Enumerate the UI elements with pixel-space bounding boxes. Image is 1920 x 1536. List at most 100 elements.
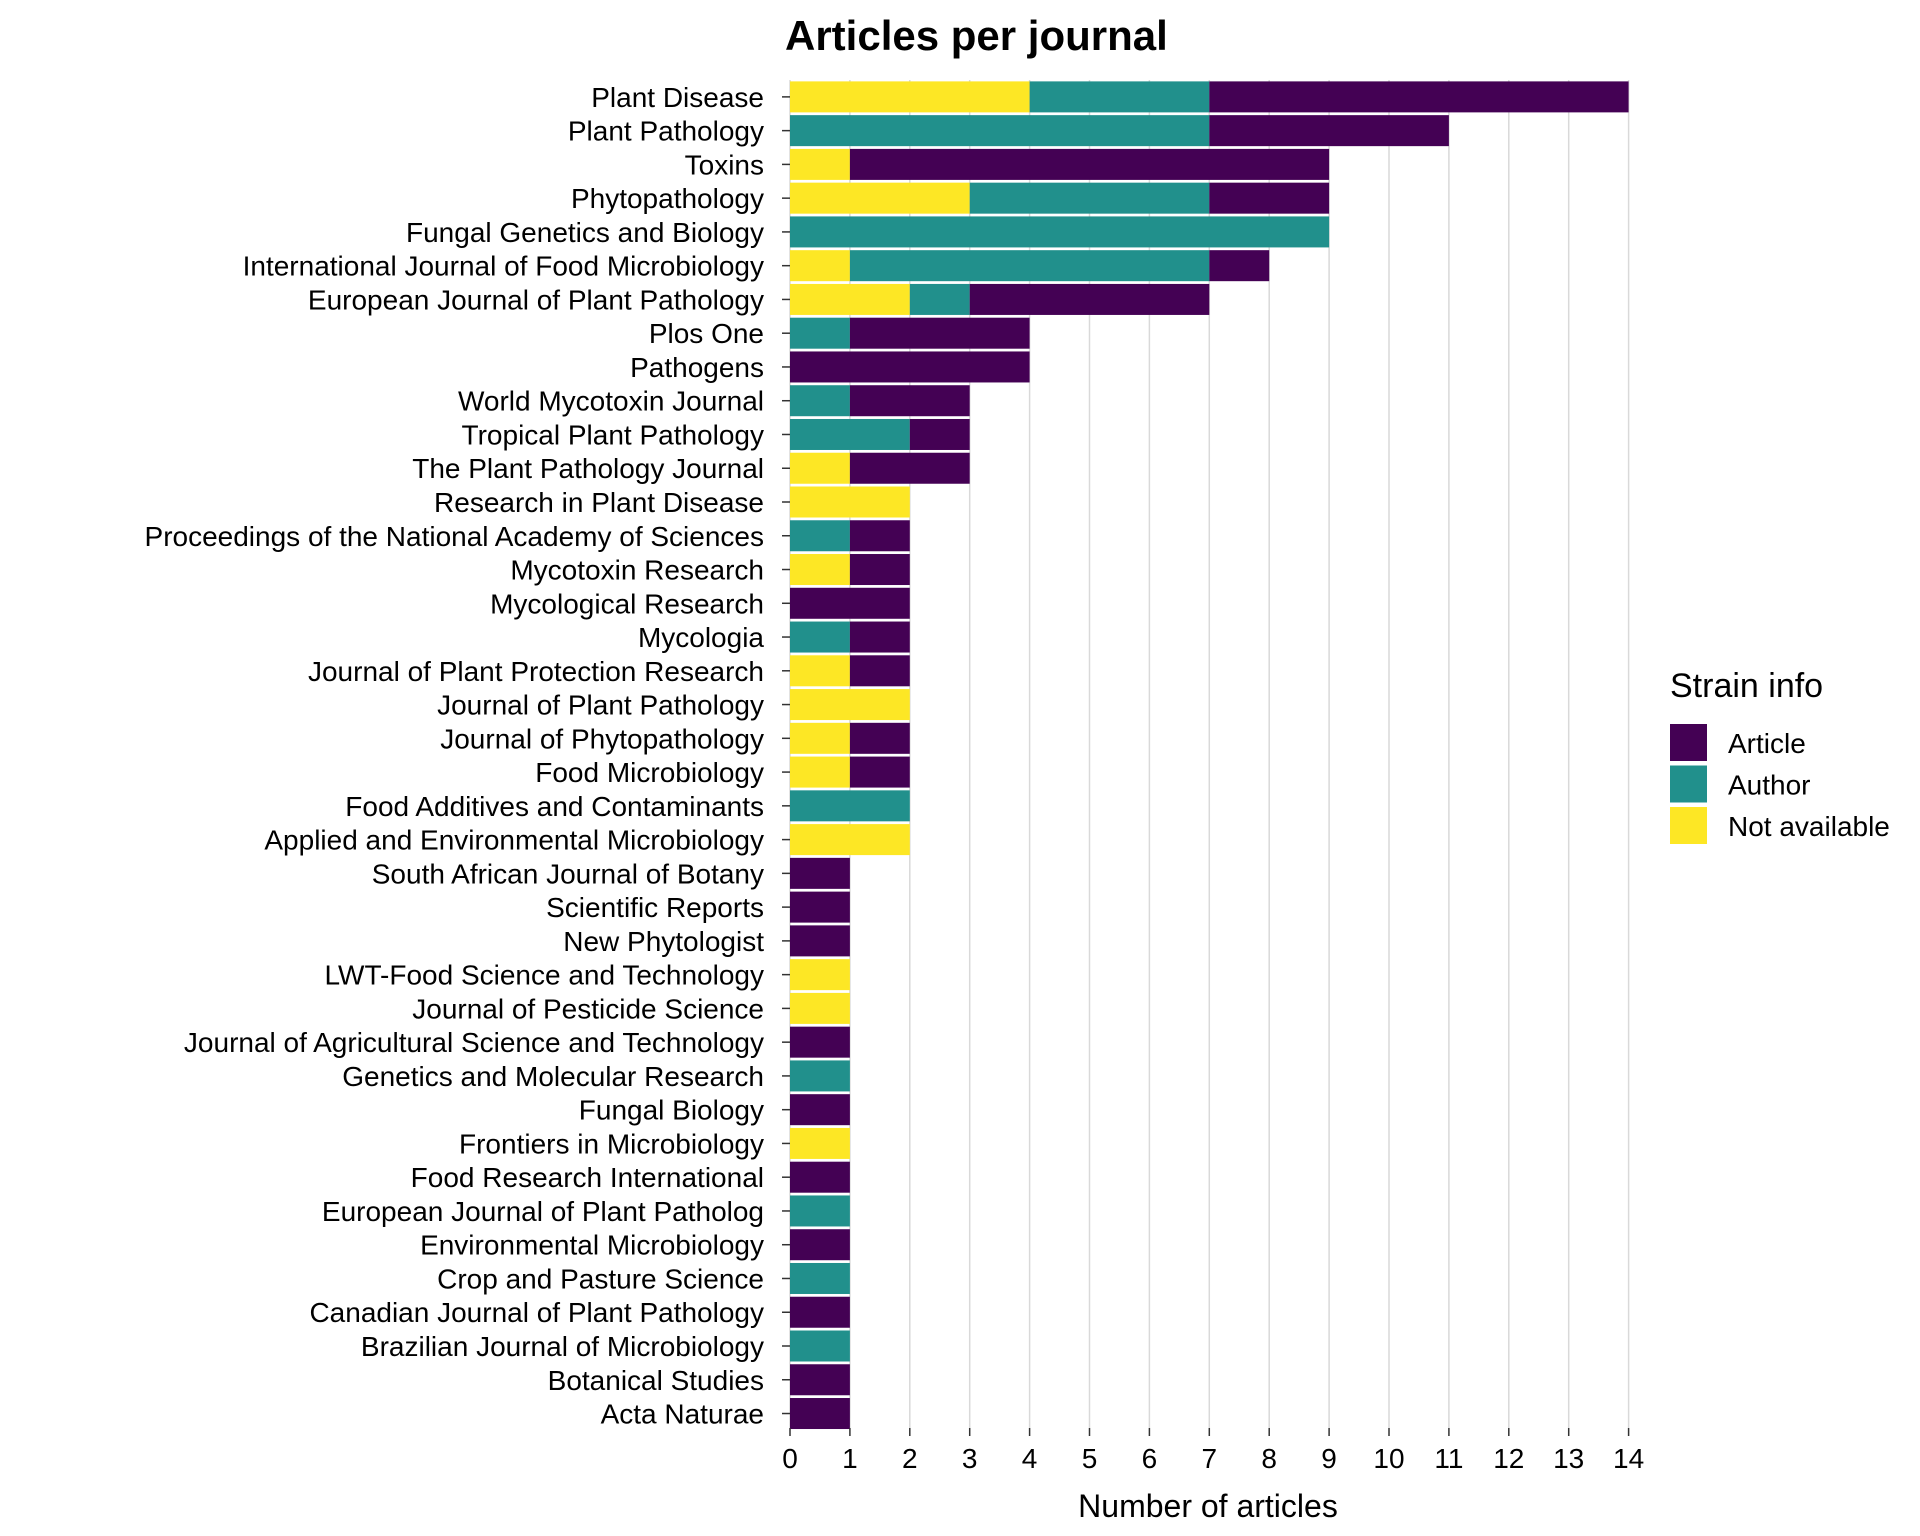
x-tick-label-8: 8: [1261, 1443, 1277, 1474]
bar-fungal-genetics-and-biology-author: [790, 216, 1330, 248]
bar-tropical-plant-pathology-article: [909, 418, 970, 450]
y-label-acta-naturae: Acta Naturae: [601, 1399, 764, 1430]
bar-proceedings-of-the-national-academy-of-sciences-author: [790, 520, 850, 552]
y-label-food-research-international: Food Research International: [411, 1162, 764, 1193]
bar-world-mycotoxin-journal-article: [849, 385, 970, 417]
legend: Strain info Article Author Not available: [1670, 667, 1890, 844]
bar-food-microbiology-not-available: [790, 756, 850, 788]
x-tick-label-13: 13: [1553, 1443, 1584, 1474]
bar-tropical-plant-pathology-author: [790, 418, 910, 450]
x-tick-label-9: 9: [1321, 1443, 1337, 1474]
bar-food-research-international-article: [790, 1161, 850, 1193]
y-label-world-mycotoxin-journal: World Mycotoxin Journal: [458, 386, 764, 417]
bars: [790, 81, 1629, 1430]
y-label-mycologia: Mycologia: [638, 622, 764, 653]
bar-applied-and-environmental-microbiology-not-available: [790, 824, 910, 856]
legend-label-article: Article: [1728, 728, 1806, 759]
bar-journal-of-plant-protection-research-article: [849, 655, 910, 687]
bar-canadian-journal-of-plant-pathology-article: [790, 1296, 850, 1328]
y-label-mycotoxin-research: Mycotoxin Research: [510, 555, 764, 586]
x-tick-label-5: 5: [1082, 1443, 1098, 1474]
bar-journal-of-plant-pathology-not-available: [790, 689, 910, 721]
x-tick-label-4: 4: [1022, 1443, 1038, 1474]
bar-brazilian-journal-of-microbiology-author: [790, 1330, 850, 1362]
bar-plant-pathology-author: [790, 115, 1210, 147]
bar-journal-of-plant-protection-research-not-available: [790, 655, 850, 687]
bar-international-journal-of-food-microbiology-not-available: [790, 250, 850, 282]
bar-pathogens-article: [790, 351, 1030, 383]
x-tick-label-6: 6: [1142, 1443, 1158, 1474]
legend-swatch-article: [1670, 724, 1707, 761]
bar-european-journal-of-plant-pathology-not-available: [790, 283, 910, 315]
legend-label-not-available: Not available: [1728, 811, 1890, 842]
bar-journal-of-phytopathology-article: [849, 722, 910, 754]
bar-proceedings-of-the-national-academy-of-sciences-article: [849, 520, 910, 552]
x-tick-label-10: 10: [1373, 1443, 1404, 1474]
bar-plos-one-article: [849, 317, 1030, 349]
bar-plant-disease-not-available: [790, 81, 1030, 113]
x-tick-label-0: 0: [782, 1443, 798, 1474]
bar-european-journal-of-plant-pathology-article: [969, 283, 1210, 315]
legend-swatch-author: [1670, 765, 1707, 803]
bar-genetics-and-molecular-research-author: [790, 1060, 850, 1092]
bar-world-mycotoxin-journal-author: [790, 385, 850, 417]
x-tick-label-11: 11: [1434, 1443, 1463, 1474]
bar-crop-and-pasture-science-author: [790, 1262, 850, 1294]
y-label-european-journal-of-plant-patholog: European Journal of Plant Patholog: [322, 1196, 764, 1227]
y-label-journal-of-agricultural-science-and-technology: Journal of Agricultural Science and Tech…: [184, 1027, 764, 1058]
x-tick-label-2: 2: [902, 1443, 918, 1474]
y-label-plos-one: Plos One: [649, 318, 764, 349]
y-label-toxins: Toxins: [685, 149, 764, 180]
y-label-fungal-biology: Fungal Biology: [579, 1095, 764, 1126]
bar-south-african-journal-of-botany-article: [790, 857, 850, 889]
y-label-plant-pathology: Plant Pathology: [568, 116, 764, 147]
bar-toxins-not-available: [790, 148, 850, 180]
y-label-plant-disease: Plant Disease: [591, 82, 764, 113]
x-tick-label-12: 12: [1493, 1443, 1524, 1474]
y-label-brazilian-journal-of-microbiology: Brazilian Journal of Microbiology: [361, 1331, 764, 1362]
bar-mycotoxin-research-not-available: [790, 554, 850, 586]
y-label-european-journal-of-plant-pathology: European Journal of Plant Pathology: [308, 284, 764, 315]
bar-phytopathology-author: [969, 182, 1210, 214]
y-label-phytopathology: Phytopathology: [571, 183, 764, 214]
y-label-journal-of-phytopathology: Journal of Phytopathology: [440, 723, 764, 754]
bar-plos-one-author: [790, 317, 850, 349]
y-label-food-additives-and-contaminants: Food Additives and Contaminants: [345, 791, 764, 822]
bar-european-journal-of-plant-patholog-author: [790, 1195, 850, 1227]
bar-the-plant-pathology-journal-article: [849, 452, 970, 484]
y-label-fungal-genetics-and-biology: Fungal Genetics and Biology: [406, 217, 764, 248]
x-tick-label-3: 3: [962, 1443, 978, 1474]
bar-journal-of-phytopathology-not-available: [790, 722, 850, 754]
bar-plant-disease-author: [1029, 81, 1210, 113]
y-label-crop-and-pasture-science: Crop and Pasture Science: [437, 1263, 764, 1294]
x-tick-label-14: 14: [1613, 1443, 1644, 1474]
bar-toxins-article: [849, 148, 1330, 180]
bar-food-additives-and-contaminants-author: [790, 790, 910, 822]
y-label-canadian-journal-of-plant-pathology: Canadian Journal of Plant Pathology: [309, 1297, 764, 1328]
y-label-the-plant-pathology-journal: The Plant Pathology Journal: [412, 453, 764, 484]
legend-title: Strain info: [1670, 667, 1823, 705]
bar-plant-pathology-article: [1209, 115, 1449, 147]
y-label-environmental-microbiology: Environmental Microbiology: [420, 1230, 764, 1261]
bar-new-phytologist-article: [790, 925, 850, 957]
bar-international-journal-of-food-microbiology-author: [849, 250, 1210, 282]
bar-mycologia-article: [849, 621, 910, 653]
y-label-journal-of-pesticide-science: Journal of Pesticide Science: [412, 993, 764, 1024]
y-label-tropical-plant-pathology: Tropical Plant Pathology: [462, 419, 764, 450]
y-label-proceedings-of-the-national-academy-of-sciences: Proceedings of the National Academy of S…: [145, 521, 764, 552]
bar-frontiers-in-microbiology-not-available: [790, 1127, 850, 1159]
y-label-scientific-reports: Scientific Reports: [546, 892, 764, 923]
bar-botanical-studies-article: [790, 1364, 850, 1396]
bar-lwt-food-science-and-technology-not-available: [790, 959, 850, 991]
gridlines: [789, 80, 1630, 1428]
y-label-lwt-food-science-and-technology: LWT-Food Science and Technology: [325, 960, 764, 991]
bar-phytopathology-article: [1209, 182, 1330, 214]
bar-plant-disease-article: [1209, 81, 1629, 113]
bar-research-in-plant-disease-not-available: [790, 486, 910, 518]
bar-mycological-research-article: [790, 587, 910, 619]
y-label-frontiers-in-microbiology: Frontiers in Microbiology: [459, 1128, 764, 1159]
bar-phytopathology-not-available: [790, 182, 970, 214]
bar-mycotoxin-research-article: [849, 554, 910, 586]
